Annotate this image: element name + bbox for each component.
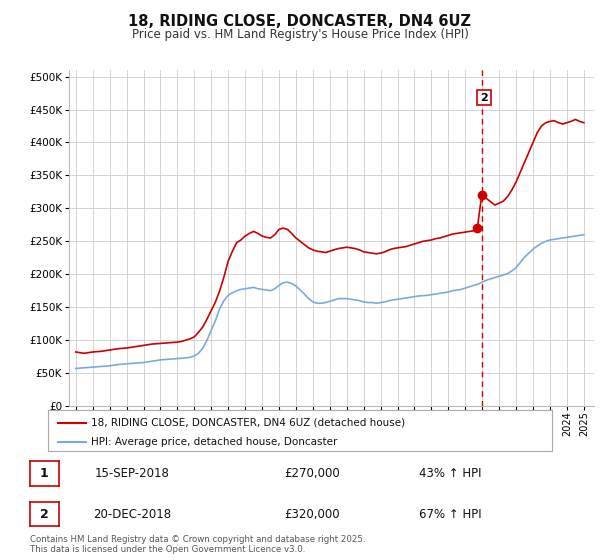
- Text: 20-DEC-2018: 20-DEC-2018: [93, 507, 171, 521]
- Text: 2: 2: [480, 92, 488, 102]
- Text: 18, RIDING CLOSE, DONCASTER, DN4 6UZ: 18, RIDING CLOSE, DONCASTER, DN4 6UZ: [128, 14, 472, 29]
- Text: Price paid vs. HM Land Registry's House Price Index (HPI): Price paid vs. HM Land Registry's House …: [131, 28, 469, 41]
- Text: £320,000: £320,000: [284, 507, 340, 521]
- Text: Contains HM Land Registry data © Crown copyright and database right 2025.
This d: Contains HM Land Registry data © Crown c…: [30, 535, 365, 554]
- Text: 1: 1: [40, 466, 49, 480]
- Text: 67% ↑ HPI: 67% ↑ HPI: [419, 507, 481, 521]
- Text: 43% ↑ HPI: 43% ↑ HPI: [419, 466, 481, 480]
- Text: 18, RIDING CLOSE, DONCASTER, DN4 6UZ (detached house): 18, RIDING CLOSE, DONCASTER, DN4 6UZ (de…: [91, 418, 405, 428]
- Text: HPI: Average price, detached house, Doncaster: HPI: Average price, detached house, Donc…: [91, 437, 337, 447]
- Text: 15-SEP-2018: 15-SEP-2018: [95, 466, 169, 480]
- Text: 2: 2: [40, 507, 49, 521]
- Text: £270,000: £270,000: [284, 466, 340, 480]
